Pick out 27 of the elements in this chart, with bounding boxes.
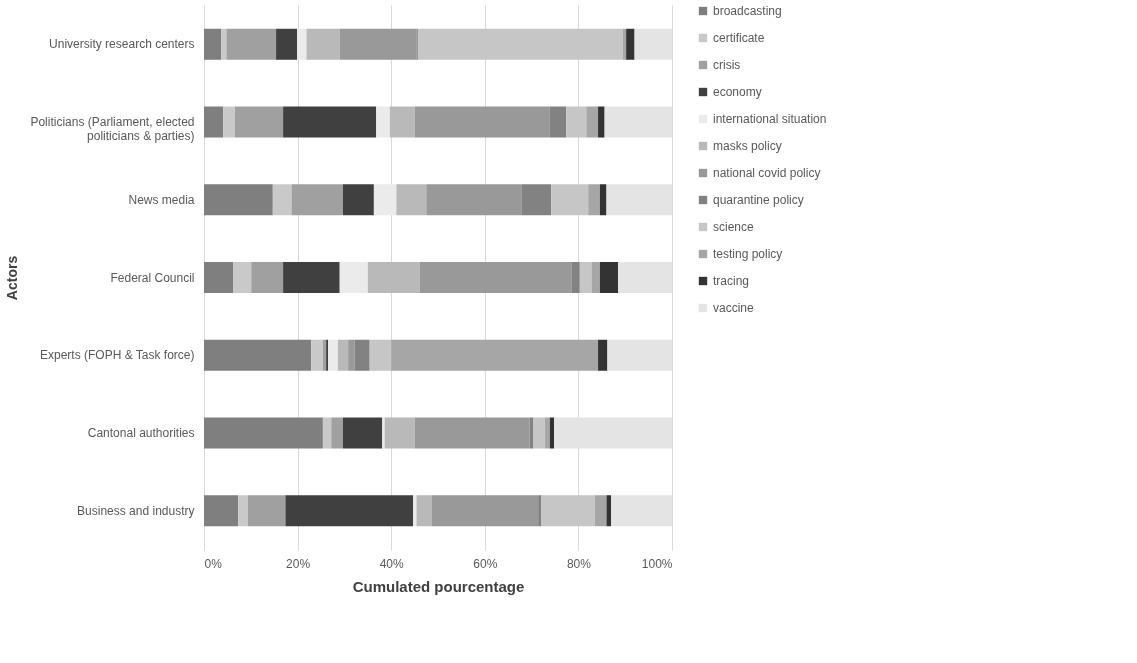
legend-label: science	[713, 220, 755, 234]
legend-label: crisis	[713, 58, 741, 72]
legend-label: national covid policy	[713, 166, 821, 180]
y-tick-label: Experts (FOPH & Task force)	[40, 348, 195, 363]
legend-label: masks policy	[713, 139, 782, 153]
legend-label: broadcasting	[713, 4, 782, 18]
legend-label: quarantine policy	[713, 193, 804, 207]
legend-label: tracing	[713, 274, 750, 288]
y-tick-label: Cantonal authorities	[87, 425, 195, 440]
x-tick-label: 60%	[473, 556, 498, 571]
y-tick-label: News media	[128, 192, 195, 207]
legend-label: certificate	[713, 31, 765, 45]
legend-label: testing policy	[713, 247, 783, 261]
x-axis-title: Cumulated pourcentage	[352, 577, 525, 595]
legend-label: economy	[713, 85, 762, 99]
y-axis-title: Actors	[4, 255, 21, 301]
y-tick-label: Federal Council	[110, 270, 195, 285]
x-tick-label: 100%	[641, 556, 673, 571]
legend-label: vaccine	[713, 301, 755, 315]
x-tick-label: 80%	[566, 556, 592, 571]
y-tick-label: University research centers	[49, 37, 195, 52]
legend-label: international situation	[713, 112, 827, 126]
x-tick-label: 0%	[204, 556, 223, 571]
x-tick-label: 40%	[379, 556, 405, 571]
y-tick-label: Business and industry	[77, 503, 195, 518]
x-tick-label: 20%	[286, 556, 311, 571]
y-tick-label: Politicians (Parliament, elected politicians & parties)	[30, 115, 195, 144]
